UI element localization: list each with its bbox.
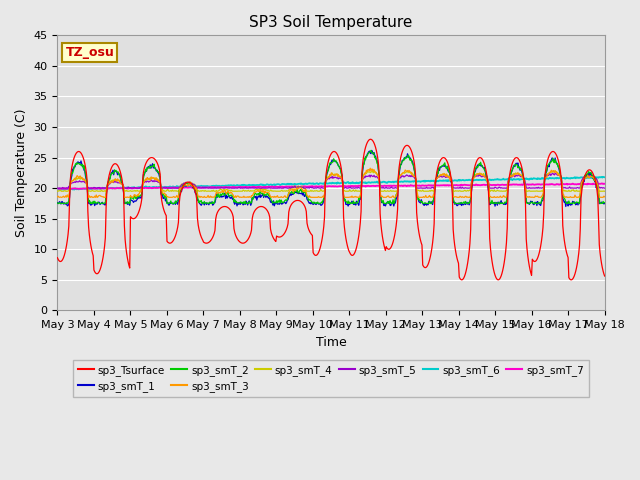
Legend: sp3_Tsurface, sp3_smT_1, sp3_smT_2, sp3_smT_3, sp3_smT_4, sp3_smT_5, sp3_smT_6, : sp3_Tsurface, sp3_smT_1, sp3_smT_2, sp3_… [73,360,589,397]
Title: SP3 Soil Temperature: SP3 Soil Temperature [250,15,413,30]
X-axis label: Time: Time [316,336,346,348]
Y-axis label: Soil Temperature (C): Soil Temperature (C) [15,108,28,237]
Text: TZ_osu: TZ_osu [66,46,115,59]
